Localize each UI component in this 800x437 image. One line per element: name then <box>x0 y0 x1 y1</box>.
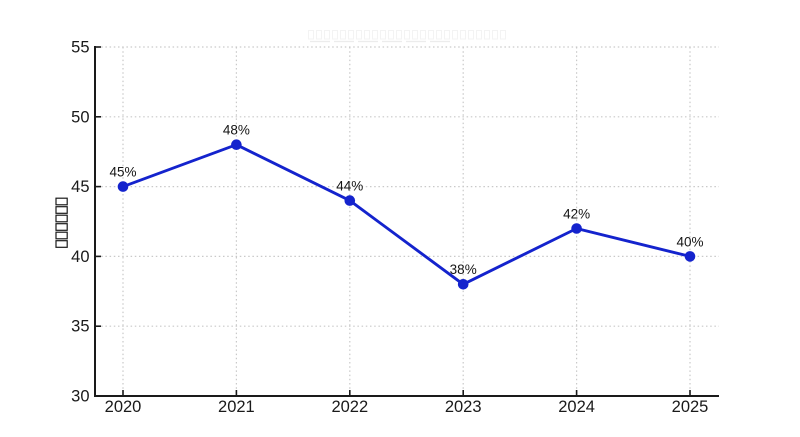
svg-text:55: 55 <box>71 39 89 57</box>
svg-text:48%: 48% <box>223 123 250 138</box>
svg-text:2024: 2024 <box>558 398 595 416</box>
svg-text:40: 40 <box>71 248 89 266</box>
svg-text:44%: 44% <box>336 179 363 194</box>
svg-text:40%: 40% <box>676 234 703 249</box>
svg-text:2022: 2022 <box>331 398 368 416</box>
svg-text:50: 50 <box>71 108 89 126</box>
svg-text:30: 30 <box>71 388 89 406</box>
svg-text:2021: 2021 <box>218 398 255 416</box>
svg-text:45: 45 <box>71 178 89 196</box>
svg-text:2025: 2025 <box>672 398 709 416</box>
svg-text:38%: 38% <box>450 262 477 277</box>
svg-text:42%: 42% <box>563 206 590 221</box>
svg-text:35: 35 <box>71 318 89 336</box>
svg-text:2023: 2023 <box>445 398 482 416</box>
svg-text:45%: 45% <box>109 165 136 180</box>
svg-text:2020: 2020 <box>105 398 142 416</box>
